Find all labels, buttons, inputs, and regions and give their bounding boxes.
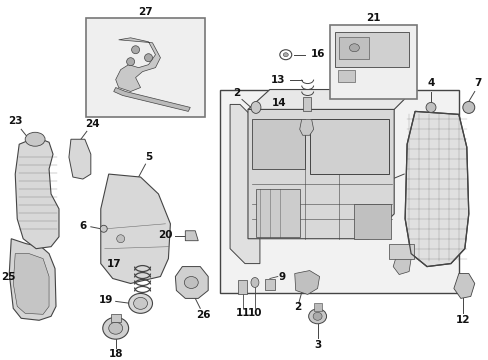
Ellipse shape (102, 317, 128, 339)
Text: 19: 19 (99, 296, 113, 305)
Ellipse shape (312, 312, 322, 320)
Polygon shape (69, 139, 91, 179)
Ellipse shape (250, 278, 258, 287)
Ellipse shape (144, 54, 152, 62)
Polygon shape (185, 231, 198, 241)
Bar (313, 303, 321, 311)
Polygon shape (405, 111, 468, 266)
Text: 15: 15 (270, 122, 285, 132)
Ellipse shape (425, 103, 435, 112)
Bar (329, 25, 416, 99)
Polygon shape (230, 104, 260, 264)
Bar (302, 98, 310, 111)
Bar (238, 280, 246, 294)
Polygon shape (294, 271, 319, 294)
Polygon shape (13, 254, 49, 314)
Text: 6: 6 (79, 221, 86, 231)
Polygon shape (247, 90, 413, 109)
Ellipse shape (184, 276, 198, 288)
Text: 28: 28 (88, 30, 103, 40)
Text: 20: 20 (158, 230, 172, 240)
Bar (339, 37, 368, 59)
Polygon shape (220, 90, 458, 293)
Text: 22: 22 (361, 80, 376, 90)
Polygon shape (354, 204, 390, 239)
Ellipse shape (308, 309, 326, 324)
Polygon shape (114, 87, 190, 111)
Text: 27: 27 (138, 7, 153, 17)
Ellipse shape (250, 102, 261, 113)
Bar (264, 279, 274, 291)
Polygon shape (101, 174, 170, 283)
Text: 3: 3 (313, 340, 321, 350)
Ellipse shape (349, 44, 359, 52)
Text: 25: 25 (1, 271, 16, 282)
Ellipse shape (283, 53, 287, 57)
Polygon shape (175, 266, 208, 298)
Text: 13: 13 (270, 75, 285, 85)
Text: 1: 1 (435, 246, 443, 256)
Polygon shape (247, 109, 393, 239)
Text: 16: 16 (310, 49, 324, 59)
Ellipse shape (100, 225, 107, 232)
Ellipse shape (126, 58, 134, 66)
Ellipse shape (131, 46, 139, 54)
Text: 23: 23 (8, 116, 22, 126)
Ellipse shape (133, 297, 147, 309)
Text: 21: 21 (366, 13, 380, 23)
Text: 12: 12 (455, 315, 469, 325)
Ellipse shape (25, 132, 45, 146)
Polygon shape (309, 120, 388, 174)
Text: 24: 24 (85, 119, 100, 129)
Polygon shape (255, 189, 299, 237)
Polygon shape (9, 239, 56, 320)
Bar (86, 18, 205, 117)
Bar (334, 32, 408, 67)
Polygon shape (15, 137, 59, 249)
Text: 8: 8 (409, 169, 417, 179)
Text: 11: 11 (235, 308, 250, 318)
Polygon shape (251, 120, 304, 169)
Ellipse shape (117, 235, 124, 243)
Ellipse shape (108, 322, 122, 334)
Text: 17: 17 (106, 258, 121, 269)
Text: 9: 9 (278, 271, 285, 282)
Bar (337, 69, 355, 82)
Polygon shape (299, 120, 313, 135)
Bar (110, 314, 121, 322)
Text: 5: 5 (144, 152, 152, 162)
Text: 7: 7 (473, 77, 481, 87)
Text: 14: 14 (271, 98, 285, 108)
Text: 4: 4 (427, 77, 434, 87)
Text: 10: 10 (247, 308, 262, 318)
Polygon shape (392, 254, 410, 275)
Ellipse shape (462, 102, 474, 113)
Polygon shape (116, 38, 160, 91)
Ellipse shape (128, 293, 152, 313)
Text: 26: 26 (196, 310, 210, 320)
Text: 18: 18 (108, 349, 122, 359)
Bar (388, 244, 413, 258)
Text: 2: 2 (233, 89, 240, 99)
Text: 2: 2 (293, 302, 301, 312)
Polygon shape (453, 274, 474, 298)
